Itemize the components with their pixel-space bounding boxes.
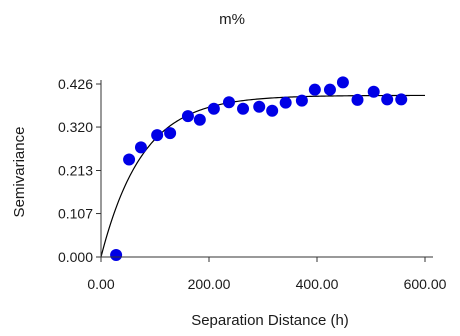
data-point: [110, 248, 123, 261]
data-point: [193, 113, 206, 126]
x-tick-label: 0.00: [87, 276, 114, 292]
data-point: [123, 153, 136, 166]
data-point: [181, 110, 194, 123]
data-point: [253, 100, 266, 113]
x-axis-title: Separation Distance (h): [191, 312, 349, 329]
data-point: [237, 102, 250, 115]
data-point: [266, 104, 279, 117]
data-point: [351, 93, 364, 106]
data-point: [151, 129, 164, 142]
data-points: [110, 76, 408, 261]
x-axis-ticks: 0.00 200.00 400.00 600.00: [87, 257, 447, 292]
x-tick-label: 400.00: [296, 276, 339, 292]
model-curve: [100, 94, 425, 258]
y-tick-label: 0.000: [58, 249, 93, 265]
x-tick-label: 600.00: [404, 276, 447, 292]
data-point: [279, 96, 292, 109]
data-point: [323, 83, 336, 96]
y-axis-ticks: 0.000 0.107 0.213 0.320 0.426: [58, 76, 101, 265]
y-tick-label: 0.213: [58, 163, 93, 179]
x-tick-label: 200.00: [188, 276, 231, 292]
data-point: [336, 76, 349, 89]
y-tick-label: 0.426: [58, 76, 93, 92]
data-point: [308, 83, 321, 96]
y-axis-title: Semivariance: [11, 127, 28, 218]
y-tick-label: 0.107: [58, 206, 93, 222]
data-point: [381, 93, 394, 106]
chart-title: m%: [219, 11, 245, 28]
data-point: [367, 85, 380, 98]
y-tick-label: 0.320: [58, 119, 93, 135]
data-point: [164, 127, 177, 140]
data-point: [222, 96, 235, 109]
data-point: [134, 141, 147, 154]
data-point: [207, 102, 220, 115]
data-point: [295, 94, 308, 107]
data-point: [395, 93, 408, 106]
